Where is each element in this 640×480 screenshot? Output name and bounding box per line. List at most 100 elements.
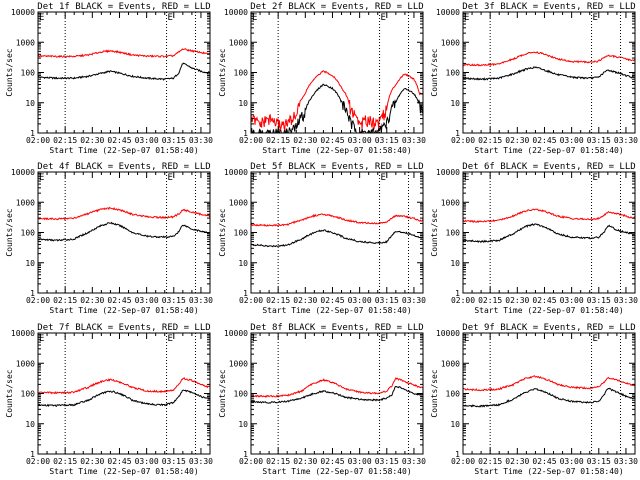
x-tick-label: 02:30 (293, 136, 317, 145)
y-tick-label: 100 (446, 69, 461, 78)
y-tick-label: 1 (455, 289, 460, 298)
series-events-line (38, 221, 210, 242)
x-tick-label: 03:15 (162, 296, 186, 305)
x-tick-label: 03:00 (135, 136, 159, 145)
x-tick-label: 02:15 (53, 296, 77, 305)
series-events-line (251, 83, 423, 133)
y-tick-label: 10000 (11, 168, 35, 177)
x-tick-label: 03:00 (348, 136, 372, 145)
x-tick-label: 02:00 (239, 457, 263, 466)
x-axis-title: Start Time (22-Sep-07 01:58:40) (49, 467, 198, 476)
y-tick-label: 100 (234, 69, 249, 78)
y-axis-title: Counts/sec (430, 208, 439, 256)
y-axis-title: Counts/sec (5, 208, 14, 256)
x-tick-label: 03:00 (560, 296, 584, 305)
y-tick-label: 10000 (436, 329, 460, 338)
event-marker-label: E (252, 13, 257, 23)
series-events-line (251, 229, 423, 248)
series-events-line (38, 62, 210, 81)
y-tick-label: 1 (30, 129, 35, 138)
y-axis-title: Counts/sec (430, 369, 439, 417)
y-tick-label: 100 (446, 390, 461, 399)
y-tick-label: 100 (21, 229, 36, 238)
x-tick-label: 03:15 (162, 136, 186, 145)
y-tick-label: 10000 (224, 168, 248, 177)
series-lld-line (38, 376, 210, 395)
panel-title: Det 4f BLACK = Events, RED = LLD (37, 162, 210, 172)
x-tick-label: 02:15 (266, 296, 290, 305)
x-tick-label: 02:30 (80, 296, 104, 305)
series-lld-line (38, 206, 210, 221)
x-tick-label: 03:30 (402, 296, 426, 305)
y-tick-label: 10 (25, 259, 35, 268)
x-tick-label: 03:00 (560, 136, 584, 145)
y-tick-label: 10 (450, 99, 460, 108)
event-marker-label: E (168, 334, 173, 344)
y-tick-label: 1 (243, 450, 248, 459)
event-marker-label: E (593, 334, 598, 344)
y-axis-title: Counts/sec (430, 48, 439, 96)
y-tick-label: 100 (446, 229, 461, 238)
x-tick-label: 02:30 (293, 457, 317, 466)
x-tick-label: 02:15 (266, 136, 290, 145)
x-tick-label: 03:30 (189, 457, 213, 466)
event-marker-label: E (168, 173, 173, 183)
x-tick-label: 02:45 (320, 457, 344, 466)
x-tick-label: 02:30 (505, 457, 529, 466)
x-tick-label: 02:15 (478, 296, 502, 305)
x-tick-label: 03:00 (135, 457, 159, 466)
panel-title: Det 3f BLACK = Events, RED = LLD (462, 2, 635, 12)
x-tick-label: 02:15 (478, 136, 502, 145)
x-tick-label: 02:00 (239, 136, 263, 145)
panel-title: Det 5f BLACK = Events, RED = LLD (250, 162, 423, 172)
x-tick-label: 02:00 (451, 457, 475, 466)
y-tick-label: 1000 (16, 359, 35, 368)
series-lld-line (251, 377, 423, 398)
x-tick-label: 03:00 (560, 457, 584, 466)
plot-frame (37, 171, 211, 294)
series-lld-line (463, 51, 635, 67)
event-marker-label: E (593, 13, 598, 23)
x-tick-label: 03:30 (614, 296, 638, 305)
x-tick-label: 02:00 (451, 296, 475, 305)
y-tick-label: 1 (243, 129, 248, 138)
x-tick-label: 02:00 (26, 296, 50, 305)
x-tick-label: 02:30 (80, 457, 104, 466)
y-tick-label: 10 (450, 420, 460, 429)
x-tick-label: 02:45 (532, 457, 556, 466)
x-tick-label: 03:00 (348, 457, 372, 466)
x-tick-label: 02:15 (478, 457, 502, 466)
y-tick-label: 1000 (441, 359, 460, 368)
plot-frame (250, 11, 424, 134)
x-tick-label: 02:00 (26, 136, 50, 145)
x-tick-label: 02:45 (107, 296, 131, 305)
event-marker-label: E (39, 173, 44, 183)
x-tick-label: 02:15 (53, 457, 77, 466)
event-marker-label: E (381, 334, 386, 344)
event-marker-label: E (464, 13, 469, 23)
x-tick-label: 02:15 (266, 457, 290, 466)
event-marker-label: E (593, 173, 598, 183)
x-axis-title: Start Time (22-Sep-07 01:58:40) (474, 146, 623, 155)
y-axis-title: Counts/sec (218, 48, 227, 96)
x-axis-title: Start Time (22-Sep-07 01:58:40) (49, 306, 198, 315)
x-tick-label: 02:45 (532, 296, 556, 305)
y-tick-label: 1 (455, 129, 460, 138)
x-tick-label: 02:45 (320, 136, 344, 145)
x-tick-label: 02:00 (26, 457, 50, 466)
x-tick-label: 02:00 (451, 136, 475, 145)
event-marker-label: E (39, 13, 44, 23)
y-tick-label: 10000 (436, 8, 460, 17)
x-tick-label: 02:45 (107, 136, 131, 145)
x-tick-label: 02:15 (53, 136, 77, 145)
series-events-line (38, 389, 210, 407)
x-tick-label: 02:45 (320, 296, 344, 305)
y-axis-title: Counts/sec (218, 208, 227, 256)
